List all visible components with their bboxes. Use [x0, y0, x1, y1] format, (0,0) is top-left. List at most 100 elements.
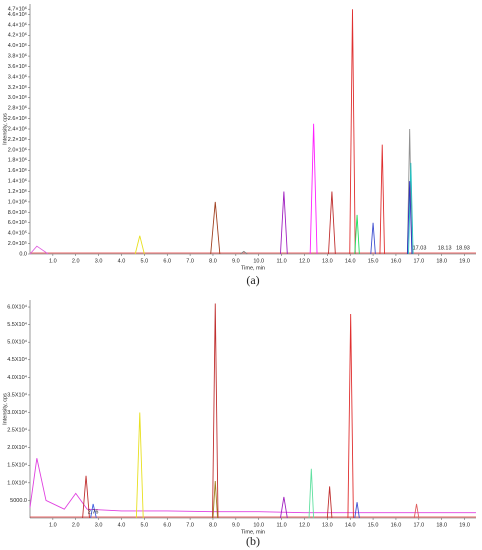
- y-tick-label: 3.2×10⁶: [8, 84, 27, 91]
- peak-trace: [29, 245, 49, 255]
- x-tick-label: 5.0: [141, 258, 149, 264]
- y-tick-label: 1.5X10⁴: [7, 462, 27, 469]
- y-tick-label: 3.6×10⁶: [8, 63, 27, 70]
- y-tick-label: 2.0X10⁴: [7, 444, 27, 451]
- x-tick-label: 11.0: [276, 258, 286, 264]
- y-tick-label: 1.4×10⁶: [8, 178, 27, 185]
- x-tick-label: 19.0: [459, 258, 470, 264]
- y-tick-label: 2.0×10⁵: [8, 240, 27, 247]
- peak-trace: [406, 128, 413, 255]
- x-tick-label: 12.0: [299, 522, 310, 528]
- x-tick-label: 10.0: [253, 258, 264, 264]
- y-tick-label: 3.0X10⁴: [7, 409, 27, 416]
- x-tick-label: 6.0: [163, 258, 171, 264]
- x-tick-label: 2.0: [72, 522, 80, 528]
- x-tick-label: 12.0: [299, 258, 310, 264]
- x-tick-label: 9.0: [232, 522, 240, 528]
- y-tick-label: 5000.0: [10, 498, 27, 504]
- y-tick-label: 2.6×10⁶: [8, 115, 27, 122]
- x-tick-label: 10.0: [253, 522, 264, 528]
- peak-trace: [134, 235, 145, 255]
- y-tick-label: 1.8×10⁶: [8, 157, 27, 164]
- y-tick-label: 1.2×10⁶: [8, 188, 27, 195]
- y-tick-label: 2.8×10⁶: [8, 105, 27, 112]
- peak-trace: [135, 412, 144, 519]
- x-tick-label: 3.0: [95, 258, 103, 264]
- x-tick-label: 5.0: [141, 522, 149, 528]
- peak-trace: [354, 502, 360, 519]
- x-tick-label: 16.0: [391, 258, 402, 264]
- y-tick-label: 6.0X10⁴: [7, 303, 27, 310]
- peak-trace: [408, 162, 414, 255]
- y-tick-label: 4.5X10⁴: [7, 356, 27, 363]
- y-tick-label: 2.0×10⁶: [8, 146, 27, 153]
- chart-title: (b): [246, 534, 260, 548]
- peak-trace: [370, 222, 376, 255]
- y-tick-label: 3.4×10⁶: [8, 73, 27, 80]
- peak-trace: [406, 181, 413, 255]
- annotation: 17.03: [413, 245, 427, 251]
- peak-trace: [212, 303, 219, 519]
- y-tick-label: 1.0×10⁶: [8, 198, 27, 205]
- y-tick-label: 6.0×10⁵: [8, 219, 27, 226]
- y-tick-label: 1.0X10⁴: [7, 479, 27, 486]
- y-axis-label: Intensity, cps: [2, 393, 8, 425]
- x-tick-label: 4.0: [118, 258, 126, 264]
- x-tick-label: 18.0: [436, 522, 447, 528]
- x-tick-label: 2.0: [72, 258, 80, 264]
- x-tick-label: 8.0: [209, 522, 217, 528]
- peak-trace: [354, 214, 360, 255]
- peak-trace: [326, 486, 333, 519]
- peak-trace: [349, 9, 356, 255]
- x-tick-label: 17.0: [413, 522, 424, 528]
- y-tick-label: 4.0×10⁵: [8, 230, 27, 237]
- y-tick-label: 1.6×10⁶: [8, 167, 27, 174]
- peak-trace: [90, 503, 97, 519]
- y-tick-label: 4.6×10⁶: [8, 11, 27, 18]
- annotation: 2.76: [88, 509, 99, 515]
- peak-trace: [309, 123, 318, 255]
- peak-trace: [379, 144, 385, 255]
- chart-title: (a): [246, 273, 259, 287]
- x-axis-label: Time, min: [241, 529, 265, 535]
- peak-trace: [212, 481, 218, 519]
- x-tick-label: 15.0: [368, 258, 379, 264]
- peak-trace: [280, 496, 288, 519]
- y-tick-label: 3.8×10⁶: [8, 53, 27, 60]
- peak-trace: [308, 468, 315, 519]
- y-tick-label: 0.0: [19, 251, 27, 257]
- x-axis-label: Time, min: [241, 265, 265, 271]
- y-tick-label: 4.2×10⁶: [8, 32, 27, 39]
- x-tick-label: 16.0: [391, 522, 402, 528]
- peak-trace: [413, 503, 420, 519]
- peak-trace: [280, 191, 288, 255]
- peak-trace: [210, 201, 221, 255]
- x-tick-label: 15.0: [368, 522, 379, 528]
- peak-trace: [82, 475, 90, 519]
- x-tick-label: 6.0: [163, 522, 171, 528]
- x-tick-label: 13.0: [322, 258, 333, 264]
- x-tick-label: 7.0: [186, 258, 194, 264]
- y-tick-label: 2.2×10⁶: [8, 136, 27, 143]
- x-tick-label: 1.0: [49, 522, 57, 528]
- y-tick-label: 5.5X10⁴: [7, 321, 27, 328]
- y-tick-label: 4.4×10⁶: [8, 21, 27, 28]
- peak-trace: [240, 250, 248, 255]
- x-tick-label: 18.0: [436, 258, 447, 264]
- peak-trace: [328, 191, 336, 255]
- x-tick-label: 8.0: [209, 258, 217, 264]
- y-tick-label: 3.0×10⁶: [8, 94, 27, 101]
- x-tick-label: 3.0: [95, 522, 103, 528]
- x-tick-label: 19.0: [459, 522, 470, 528]
- x-tick-label: 13.0: [322, 522, 333, 528]
- y-tick-label: 5.0X10⁴: [7, 339, 27, 346]
- y-tick-label: 3.5X10⁴: [7, 391, 27, 398]
- annotation: 18.93: [456, 245, 470, 251]
- peak-trace: [347, 314, 354, 519]
- y-tick-label: 4.0×10⁶: [8, 42, 27, 49]
- y-axis-label: Intensity, cps: [2, 113, 8, 145]
- x-tick-label: 17.0: [413, 258, 424, 264]
- x-tick-label: 9.0: [232, 258, 240, 264]
